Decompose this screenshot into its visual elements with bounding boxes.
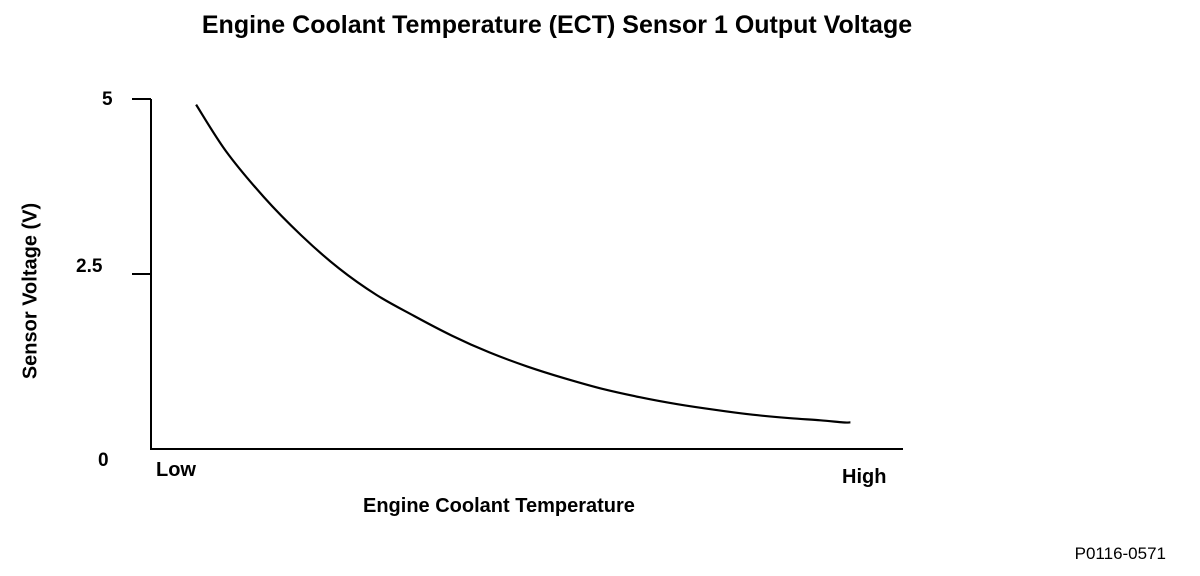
figure-code: P0116-0571 (1074, 544, 1166, 563)
y-origin-label: 0 (98, 450, 109, 471)
voltage-curve (195, 104, 851, 424)
x-category-high: High (842, 466, 887, 488)
y-tick-label-5: 5 (102, 89, 113, 110)
x-axis-label: Engine Coolant Temperature (363, 495, 635, 517)
y-tick-label-2-5: 2.5 (76, 256, 103, 277)
x-category-low: Low (156, 459, 196, 481)
chart-title: Engine Coolant Temperature (ECT) Sensor … (201, 11, 913, 39)
